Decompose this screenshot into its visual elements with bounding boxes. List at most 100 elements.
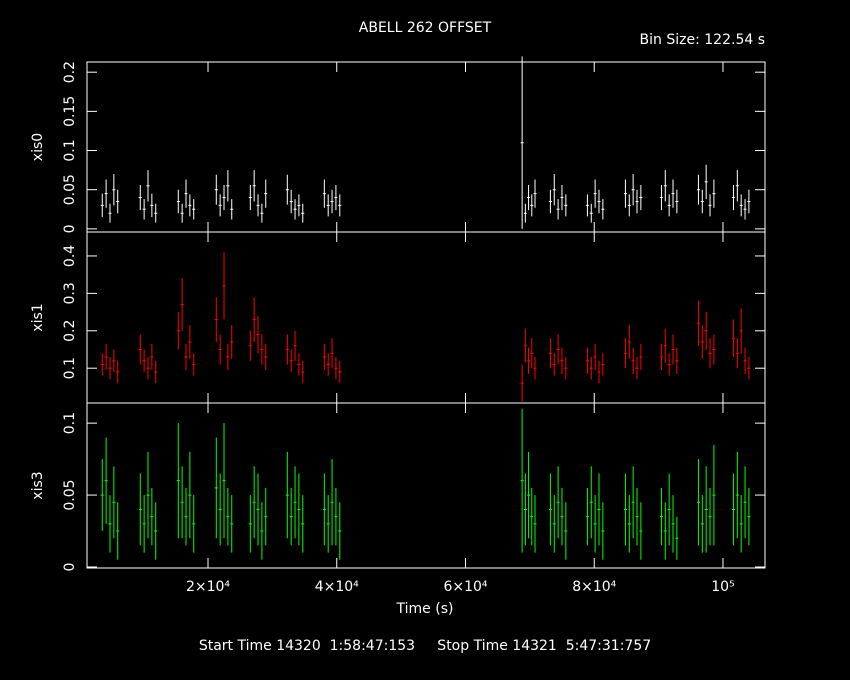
error-bar — [552, 495, 556, 553]
y-tick-label: 0.1 — [62, 139, 78, 161]
error-bar — [112, 466, 116, 539]
error-bar — [256, 473, 260, 546]
error-bar — [639, 502, 643, 560]
error-bar — [100, 193, 104, 218]
error-bar — [146, 356, 150, 380]
error-bar — [556, 466, 560, 539]
footer: Start Time 14320 1:58:47:153 Stop Time 1… — [199, 638, 651, 654]
error-bar — [731, 319, 735, 357]
error-bar — [593, 343, 597, 371]
error-bar — [704, 312, 708, 350]
error-bar — [593, 495, 597, 553]
error-bar — [743, 347, 747, 374]
error-bar — [214, 437, 218, 539]
error-bar — [639, 343, 643, 371]
error-bar — [184, 179, 188, 208]
error-bar — [334, 487, 338, 546]
x-tick-label: 10⁵ — [711, 579, 734, 595]
error-bar — [322, 179, 326, 208]
error-bar — [301, 203, 305, 223]
error-bar — [338, 502, 342, 560]
error-bar — [523, 473, 527, 546]
error-bar — [226, 170, 230, 202]
error-bar — [297, 194, 301, 217]
error-bar — [248, 184, 252, 211]
error-bar — [623, 338, 627, 369]
error-bar — [635, 189, 639, 214]
error-bar — [747, 487, 751, 546]
y-tick-label: 0.1 — [62, 357, 78, 379]
error-bar — [708, 487, 712, 546]
error-bar — [696, 174, 700, 205]
error-bar — [523, 328, 527, 363]
y-tick-label: 0.15 — [62, 96, 78, 127]
error-bar — [671, 495, 675, 553]
error-bar — [338, 360, 342, 384]
error-bar — [176, 189, 180, 214]
error-bar — [663, 170, 667, 202]
y-tick-label: 0.4 — [62, 245, 78, 267]
y-tick-label: 0 — [62, 563, 78, 572]
panel-frame — [86, 231, 766, 404]
error-bar — [712, 444, 716, 546]
error-bar — [180, 203, 184, 223]
error-bar — [184, 487, 188, 546]
error-bar — [635, 487, 639, 546]
y-tick-label: 0.1 — [62, 412, 78, 434]
error-bar — [533, 356, 537, 380]
error-bar — [631, 466, 635, 539]
bin-size: Bin Size: 122.54 s — [640, 32, 765, 48]
error-bar — [142, 349, 146, 372]
error-bar — [593, 179, 597, 208]
error-bar — [322, 343, 326, 371]
error-bar — [176, 312, 180, 350]
error-bar — [527, 184, 531, 211]
error-bar — [700, 495, 704, 553]
error-bar — [601, 199, 605, 220]
error-bar — [104, 179, 108, 208]
x-tick-label: 2×10⁴ — [186, 579, 230, 595]
error-bar — [667, 194, 671, 217]
error-bar — [256, 315, 260, 354]
error-bar — [530, 487, 534, 546]
error-bar — [743, 466, 747, 539]
error-bar — [556, 334, 560, 365]
error-bar — [264, 487, 268, 546]
error-bar — [631, 174, 635, 206]
error-bar — [330, 459, 334, 546]
error-bar — [322, 473, 326, 546]
error-bar — [338, 194, 342, 217]
error-bar — [248, 330, 252, 361]
error-bar — [146, 451, 150, 539]
error-bar — [256, 194, 260, 217]
chart-title: ABELL 262 OFFSET — [359, 20, 492, 36]
error-bar — [675, 189, 679, 214]
error-bar — [696, 459, 700, 546]
error-bar — [731, 473, 735, 546]
panel-frame — [86, 402, 766, 569]
y-tick-label: 0.2 — [62, 61, 78, 83]
error-bar — [564, 194, 568, 217]
error-bar — [293, 330, 297, 361]
error-bar — [747, 189, 751, 214]
error-bar — [138, 473, 142, 546]
error-bar — [627, 325, 631, 359]
error-bar — [735, 338, 739, 369]
error-bar — [589, 466, 593, 539]
y-axis-label: xis0 — [30, 133, 46, 161]
error-bar — [226, 487, 230, 546]
error-bar — [188, 325, 192, 359]
error-bar — [230, 495, 234, 553]
error-bar — [142, 199, 146, 220]
error-bar — [192, 199, 196, 220]
error-bar — [663, 502, 667, 560]
error-bar — [260, 502, 264, 560]
error-bar — [696, 300, 700, 346]
y-tick-label: 0.05 — [62, 174, 78, 205]
error-bar — [326, 194, 330, 217]
error-bar — [520, 56, 524, 229]
error-bar — [552, 174, 556, 206]
error-bar — [747, 356, 751, 380]
error-bar — [218, 334, 222, 365]
